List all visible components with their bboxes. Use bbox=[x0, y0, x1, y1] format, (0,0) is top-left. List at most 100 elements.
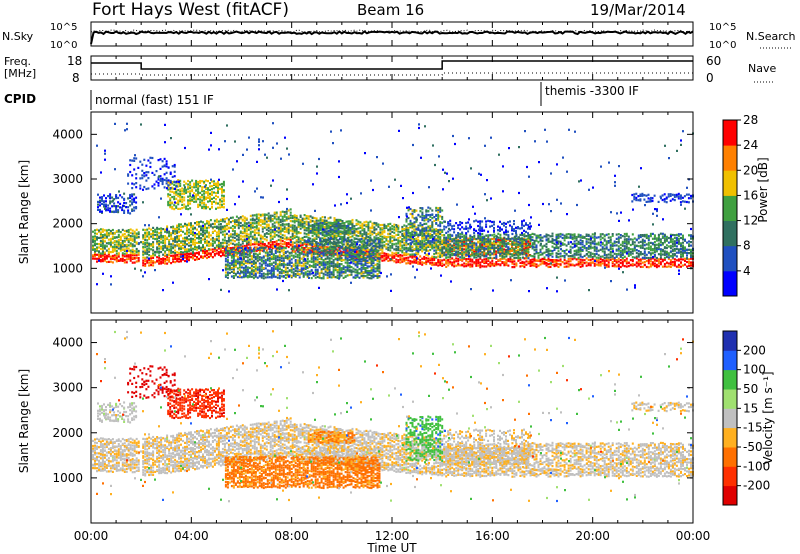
power-cell bbox=[275, 234, 278, 237]
power-cell bbox=[206, 251, 208, 254]
power-cell bbox=[325, 230, 328, 233]
power-cell bbox=[423, 227, 426, 230]
power-cell bbox=[238, 246, 241, 249]
power-cell bbox=[190, 252, 192, 255]
power-cell bbox=[117, 241, 120, 244]
power-cell bbox=[164, 239, 167, 242]
power-cell bbox=[239, 237, 242, 240]
power-cell bbox=[403, 260, 406, 263]
power-cell bbox=[233, 240, 236, 243]
power-cell bbox=[295, 239, 298, 242]
power-cell bbox=[417, 262, 420, 265]
power-cell bbox=[142, 237, 145, 240]
power-cell bbox=[431, 247, 434, 250]
power-cell bbox=[366, 269, 369, 272]
power-cell bbox=[234, 272, 237, 275]
power-cell bbox=[437, 215, 440, 218]
power-cell bbox=[211, 256, 214, 259]
power-cell bbox=[213, 250, 216, 253]
power-cell bbox=[141, 177, 144, 180]
power-cell bbox=[301, 236, 304, 240]
power-cell bbox=[188, 250, 190, 253]
power-cell bbox=[254, 264, 257, 267]
power-cell bbox=[441, 247, 444, 250]
power-cell bbox=[94, 244, 96, 247]
power-cell bbox=[433, 246, 436, 249]
power-cell bbox=[284, 276, 287, 279]
power-cell bbox=[351, 246, 354, 250]
power-cell bbox=[198, 232, 200, 236]
power-cell bbox=[459, 248, 462, 251]
power-cell bbox=[187, 195, 190, 198]
power-cell bbox=[148, 261, 151, 264]
power-cell bbox=[236, 270, 239, 273]
power-cell bbox=[121, 208, 124, 212]
power-cell bbox=[326, 250, 329, 254]
power-cell bbox=[225, 217, 228, 220]
power-cell bbox=[229, 242, 232, 245]
power-cell bbox=[162, 236, 165, 239]
power-cell bbox=[239, 243, 242, 246]
power-cell bbox=[205, 184, 207, 187]
power-cell bbox=[200, 255, 202, 258]
power-cell bbox=[241, 224, 244, 227]
power-cell bbox=[387, 232, 390, 235]
power-cell bbox=[244, 255, 247, 258]
power-cell bbox=[175, 205, 178, 208]
power-cell bbox=[236, 248, 239, 251]
power-cell bbox=[186, 236, 188, 239]
power-cell bbox=[159, 167, 162, 170]
power-cell bbox=[133, 238, 136, 241]
power-cell bbox=[142, 236, 145, 239]
power-cell bbox=[295, 243, 298, 246]
power-cell bbox=[202, 233, 204, 236]
power-cell bbox=[227, 238, 230, 241]
power-cell bbox=[331, 230, 334, 233]
power-cell bbox=[129, 257, 132, 260]
power-cell bbox=[211, 200, 213, 204]
power-cell bbox=[141, 163, 144, 166]
power-cell bbox=[323, 230, 326, 233]
power-cell bbox=[471, 240, 474, 243]
power-cell bbox=[342, 237, 345, 240]
power-cell bbox=[413, 243, 416, 246]
power-cell bbox=[101, 230, 104, 233]
power-cell bbox=[362, 263, 365, 266]
power-cell bbox=[255, 241, 258, 244]
power-cell bbox=[144, 234, 147, 237]
power-cell bbox=[252, 262, 255, 265]
power-cell bbox=[391, 235, 394, 238]
power-cell bbox=[161, 160, 164, 163]
power-cell bbox=[196, 223, 198, 226]
power-cell bbox=[117, 259, 120, 262]
power-cell bbox=[375, 222, 378, 225]
power-cell bbox=[233, 230, 236, 233]
power-cell bbox=[378, 245, 381, 248]
power-cell bbox=[340, 257, 343, 260]
power-cell bbox=[316, 268, 319, 271]
power-cell bbox=[389, 245, 392, 248]
power-cell bbox=[234, 263, 237, 266]
power-cell bbox=[105, 197, 107, 200]
power-cell bbox=[451, 261, 454, 264]
power-cell bbox=[427, 209, 430, 213]
power-cell bbox=[221, 197, 223, 200]
power-cell bbox=[231, 225, 234, 228]
power-cell bbox=[320, 270, 323, 273]
power-cell bbox=[202, 238, 204, 241]
power-cell bbox=[249, 226, 252, 229]
power-cell bbox=[346, 243, 349, 246]
power-cell bbox=[376, 257, 379, 260]
power-cell bbox=[347, 232, 350, 235]
power-cell bbox=[555, 264, 558, 267]
power-cell bbox=[198, 221, 200, 224]
power-cell bbox=[425, 244, 428, 247]
power-cell bbox=[405, 220, 408, 223]
power-cell bbox=[257, 240, 260, 243]
power-cell bbox=[151, 185, 154, 188]
power-cell bbox=[107, 207, 110, 210]
power-cell bbox=[240, 258, 243, 261]
power-cell bbox=[105, 236, 108, 239]
power-cell bbox=[421, 225, 424, 228]
power-cell bbox=[419, 255, 422, 258]
